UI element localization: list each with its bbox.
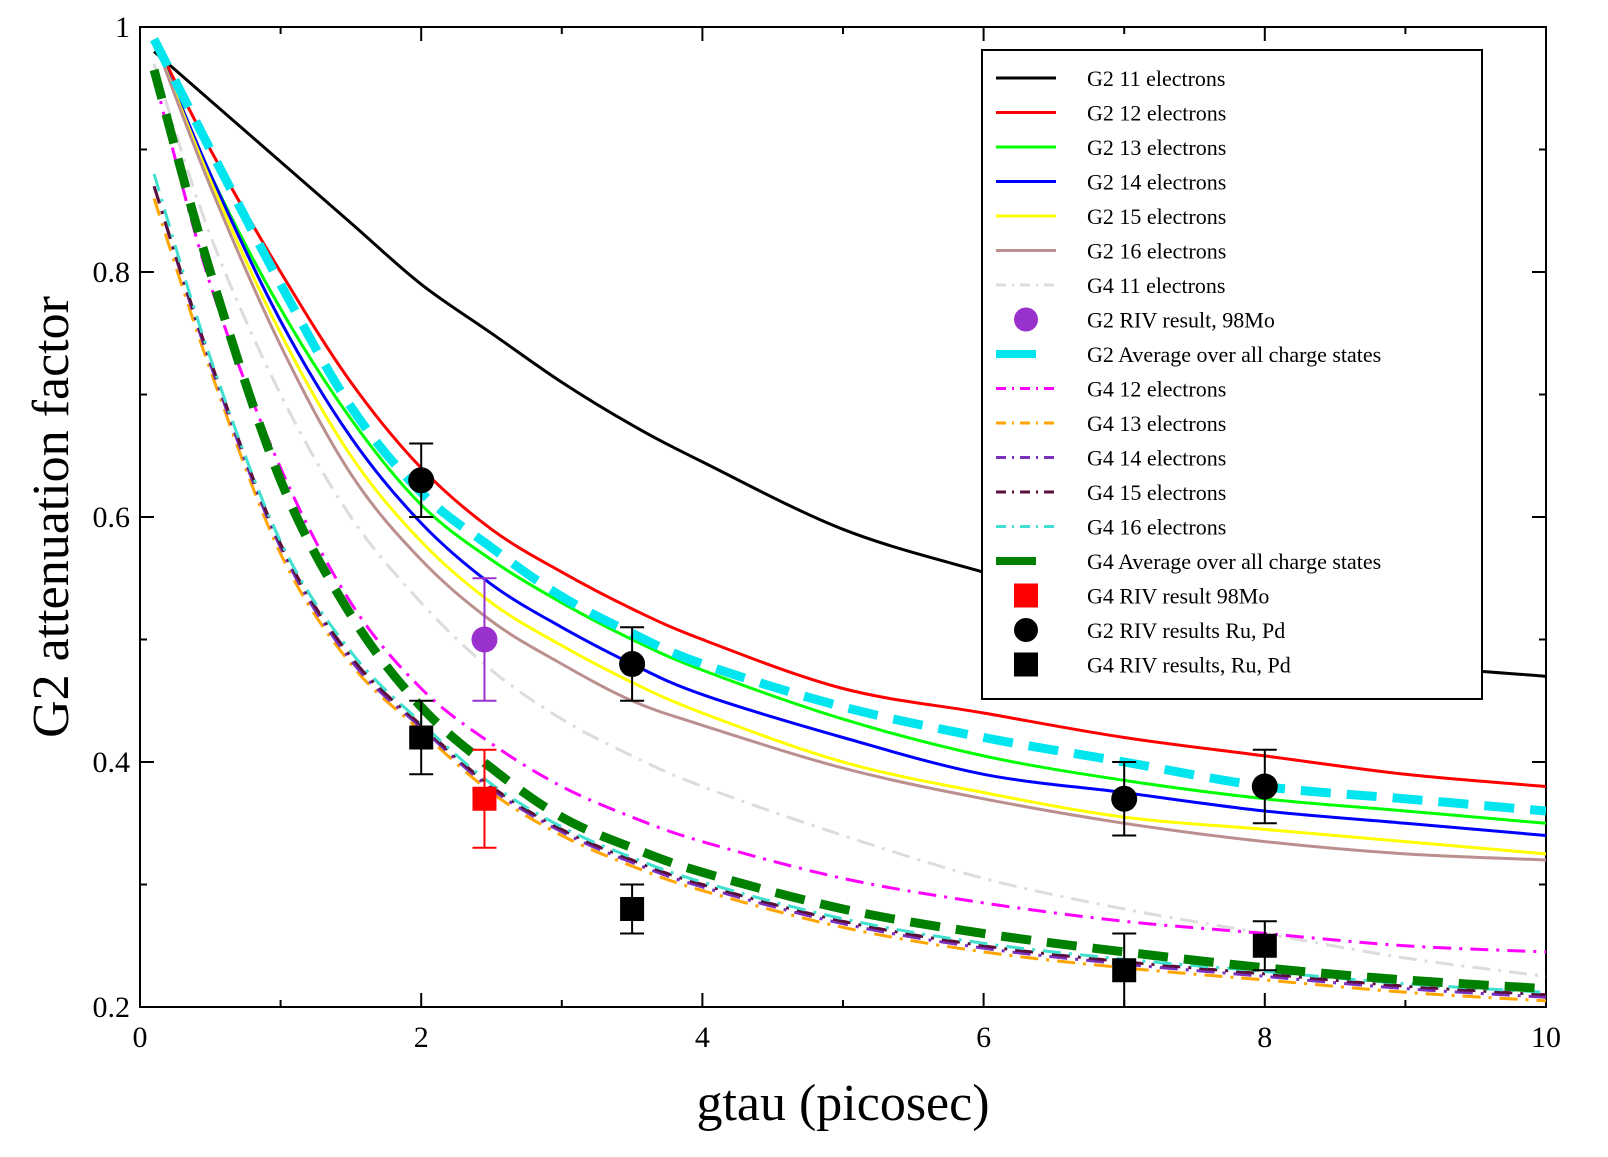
legend-item-g2-average-over-all-charge-states: G2 Average over all charge states <box>996 342 1381 367</box>
legend-label: G4 Average over all charge states <box>1087 549 1381 574</box>
circle-marker <box>1251 773 1278 800</box>
y-tick-label: 0.2 <box>93 991 131 1024</box>
circle-marker <box>1111 785 1138 812</box>
circle-marker <box>408 467 435 494</box>
data-point-g4-riv-results-ru-pd <box>1252 920 1277 972</box>
series-line-g2-13-electrons <box>152 38 1546 825</box>
series-line-g4-11-electrons <box>152 63 1546 978</box>
legend-swatch <box>1014 652 1038 677</box>
legend-item-g4-16-electrons: G4 16 electrons <box>996 515 1226 540</box>
legend-label: G2 11 electrons <box>1087 66 1225 91</box>
y-tick-label: 0.4 <box>93 746 131 779</box>
legend-item-g2-15-electrons: G2 15 electrons <box>996 204 1226 229</box>
legend-item-g4-riv-result-98mo: G4 RIV result 98Mo <box>1014 583 1269 609</box>
legend-label: G2 12 electrons <box>1087 101 1226 126</box>
data-point-g4-riv-result-98mo <box>472 748 497 849</box>
data-point-g4-riv-results-ru-pd <box>620 883 645 935</box>
y-tick-label: 0.6 <box>93 501 131 534</box>
legend-label: G2 15 electrons <box>1087 204 1226 229</box>
y-tick-label: 0.8 <box>93 256 131 289</box>
square-marker <box>472 786 497 811</box>
legend-label: G4 RIV result 98Mo <box>1087 584 1269 609</box>
legend-label: G2 14 electrons <box>1087 170 1226 195</box>
x-tick-label: 4 <box>695 1021 710 1054</box>
legend-item-g2-11-electrons: G2 11 electrons <box>996 66 1225 91</box>
series-points <box>408 442 1278 1008</box>
legend-swatch <box>1014 618 1038 642</box>
data-point-g2-riv-results-ru-pd <box>1251 748 1278 825</box>
legend-label: G4 RIV results, Ru, Pd <box>1087 653 1291 678</box>
legend-label: G4 16 electrons <box>1087 515 1226 540</box>
legend: G2 11 electrons G2 12 electrons G2 13 elec… <box>981 49 1483 700</box>
legend-label: G4 15 electrons <box>1087 480 1226 505</box>
data-point-g2-riv-results-ru-pd <box>1111 761 1138 837</box>
legend-item-g4-riv-results-ru-pd: G4 RIV results, Ru, Pd <box>1014 652 1291 678</box>
legend-item-g2-16-electrons: G2 16 electrons <box>996 239 1226 264</box>
legend-swatch <box>1014 583 1038 608</box>
square-marker <box>620 897 645 921</box>
legend-item-g2-riv-results-ru-pd: G2 RIV results Ru, Pd <box>1014 618 1285 643</box>
circle-marker <box>471 626 498 653</box>
series-line-g4-12-electrons <box>152 75 1546 954</box>
legend-label: G2 13 electrons <box>1087 135 1226 160</box>
circle-marker <box>619 651 646 677</box>
x-axis-title: gtau (picosec) <box>696 1075 989 1132</box>
legend-item-g4-15-electrons: G4 15 electrons <box>996 480 1226 505</box>
series-line-g4-13-electrons <box>152 198 1546 1003</box>
legend-label: G4 12 electrons <box>1087 377 1226 402</box>
data-point-g2-riv-results-ru-pd <box>408 442 435 518</box>
y-tick-label: 1 <box>115 11 130 44</box>
legend-box <box>981 49 1483 700</box>
data-point-g4-riv-results-ru-pd <box>1112 932 1137 1008</box>
legend-item-g4-average-over-all-charge-states: G4 Average over all charge states <box>996 549 1381 574</box>
y-axis-title: G2 attenuation factor <box>23 296 80 738</box>
legend-item-g2-12-electrons: G2 12 electrons <box>996 101 1226 126</box>
data-point-g2-riv-results-ru-pd <box>619 626 646 702</box>
x-tick-label: 8 <box>1257 1021 1272 1054</box>
legend-label: G4 14 electrons <box>1087 446 1226 471</box>
axis-ticks: 0 2 4 6 8 10 0.2 0.4 0.6 0.8 1 <box>93 11 1562 1054</box>
series-line-g2-15-electrons <box>152 38 1546 856</box>
legend-item-g4-13-electrons: G4 13 electrons <box>996 411 1226 436</box>
legend-item-g4-11-electrons: G4 11 electrons <box>996 273 1225 298</box>
legend-item-g2-riv-result-98mo: G2 RIV result, 98Mo <box>1014 307 1275 333</box>
x-tick-label: 10 <box>1531 1021 1561 1054</box>
data-point-g2-riv-result-98mo <box>471 577 498 702</box>
series-line-g4-average-over-all-charge-states <box>149 68 1546 994</box>
square-marker <box>1252 933 1277 958</box>
legend-item-g2-14-electrons: G2 14 electrons <box>996 170 1226 195</box>
legend-label: G4 13 electrons <box>1087 411 1226 436</box>
legend-label: G2 RIV result, 98Mo <box>1087 308 1275 333</box>
x-tick-label: 2 <box>414 1021 429 1054</box>
series-line-g2-12-electrons <box>152 38 1546 788</box>
legend-label: G2 RIV results Ru, Pd <box>1087 618 1285 643</box>
legend-item-g4-12-electrons: G4 12 electrons <box>996 377 1226 402</box>
legend-label: G4 11 electrons <box>1087 273 1225 298</box>
legend-item-g4-14-electrons: G4 14 electrons <box>996 446 1226 471</box>
legend-item-g2-13-electrons: G2 13 electrons <box>996 135 1226 160</box>
legend-label: G2 16 electrons <box>1087 239 1226 264</box>
square-marker <box>409 725 434 750</box>
square-marker <box>1112 958 1137 983</box>
legend-label: G2 Average over all charge states <box>1087 342 1381 367</box>
x-tick-label: 6 <box>976 1021 991 1054</box>
series-line-g4-14-electrons <box>152 185 1546 999</box>
series-line-g2-average-over-all-charge-states <box>150 37 1546 816</box>
data-point-g4-riv-results-ru-pd <box>409 699 434 776</box>
x-tick-label: 0 <box>133 1021 148 1054</box>
legend-swatch <box>1014 307 1038 332</box>
